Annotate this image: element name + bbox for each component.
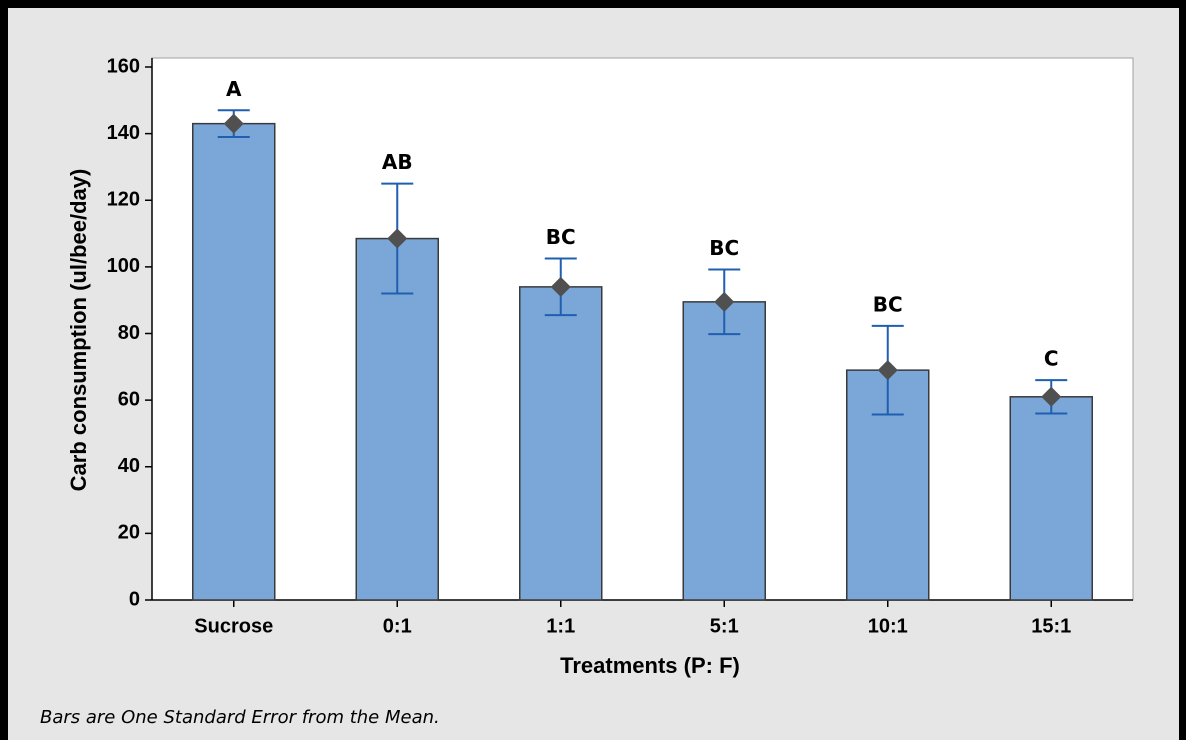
x-tick-label: 10:1 [868, 615, 908, 637]
y-tick-label: 100 [107, 255, 140, 277]
y-tick-label: 0 [129, 588, 140, 610]
y-tick-label: 120 [107, 189, 140, 211]
x-tick-label: Sucrose [194, 615, 273, 637]
frame-top [0, 0, 1186, 8]
group-letter: BC [546, 225, 576, 249]
mean-marker [877, 360, 898, 381]
plot-area [151, 57, 1134, 601]
frame-right [1179, 0, 1186, 740]
x-tick-label: 1:1 [546, 615, 575, 637]
y-tick-label: 80 [118, 322, 140, 344]
x-tick-label: 0:1 [383, 615, 412, 637]
footnote: Bars are One Standard Error from the Mea… [40, 707, 440, 728]
y-tick-label: 40 [118, 455, 140, 477]
group-letter: A [226, 77, 242, 101]
y-tick-label: 140 [107, 122, 140, 144]
bar [519, 286, 603, 601]
mean-marker [1041, 386, 1062, 407]
y-tick-label: 160 [107, 55, 140, 77]
group-letter: C [1044, 347, 1059, 371]
x-axis-label: Treatments (P: F) [560, 653, 740, 678]
y-tick-label: 60 [118, 388, 140, 410]
x-tick-label: 5:1 [710, 615, 739, 637]
mean-marker [223, 113, 244, 134]
group-letter: AB [382, 150, 413, 174]
mean-marker [387, 228, 408, 249]
y-tick-label: 20 [118, 522, 140, 544]
frame-left [0, 0, 8, 740]
bar [682, 301, 766, 601]
bar [192, 122, 276, 601]
bar [1009, 396, 1093, 601]
bar [355, 237, 439, 601]
y-axis-label: Carb consumption (ul/bee/day) [66, 169, 91, 492]
mean-marker [714, 291, 735, 312]
x-tick-label: 15:1 [1031, 615, 1071, 637]
group-letter: BC [873, 292, 903, 316]
group-letter: BC [709, 236, 739, 260]
mean-marker [550, 276, 571, 297]
